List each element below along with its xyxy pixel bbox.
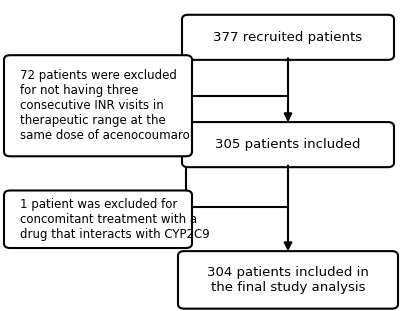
FancyBboxPatch shape xyxy=(182,15,394,60)
FancyBboxPatch shape xyxy=(4,190,192,248)
Text: 1 patient was excluded for
concomitant treatment with a
drug that interacts with: 1 patient was excluded for concomitant t… xyxy=(20,198,210,241)
FancyBboxPatch shape xyxy=(178,251,398,309)
Text: 305 patients included: 305 patients included xyxy=(215,138,361,151)
Text: 72 patients were excluded
for not having three
consecutive INR visits in
therape: 72 patients were excluded for not having… xyxy=(20,69,193,142)
Text: 304 patients included in
the final study analysis: 304 patients included in the final study… xyxy=(207,266,369,294)
Text: 377 recruited patients: 377 recruited patients xyxy=(214,31,362,44)
FancyBboxPatch shape xyxy=(4,55,192,156)
FancyBboxPatch shape xyxy=(182,122,394,167)
